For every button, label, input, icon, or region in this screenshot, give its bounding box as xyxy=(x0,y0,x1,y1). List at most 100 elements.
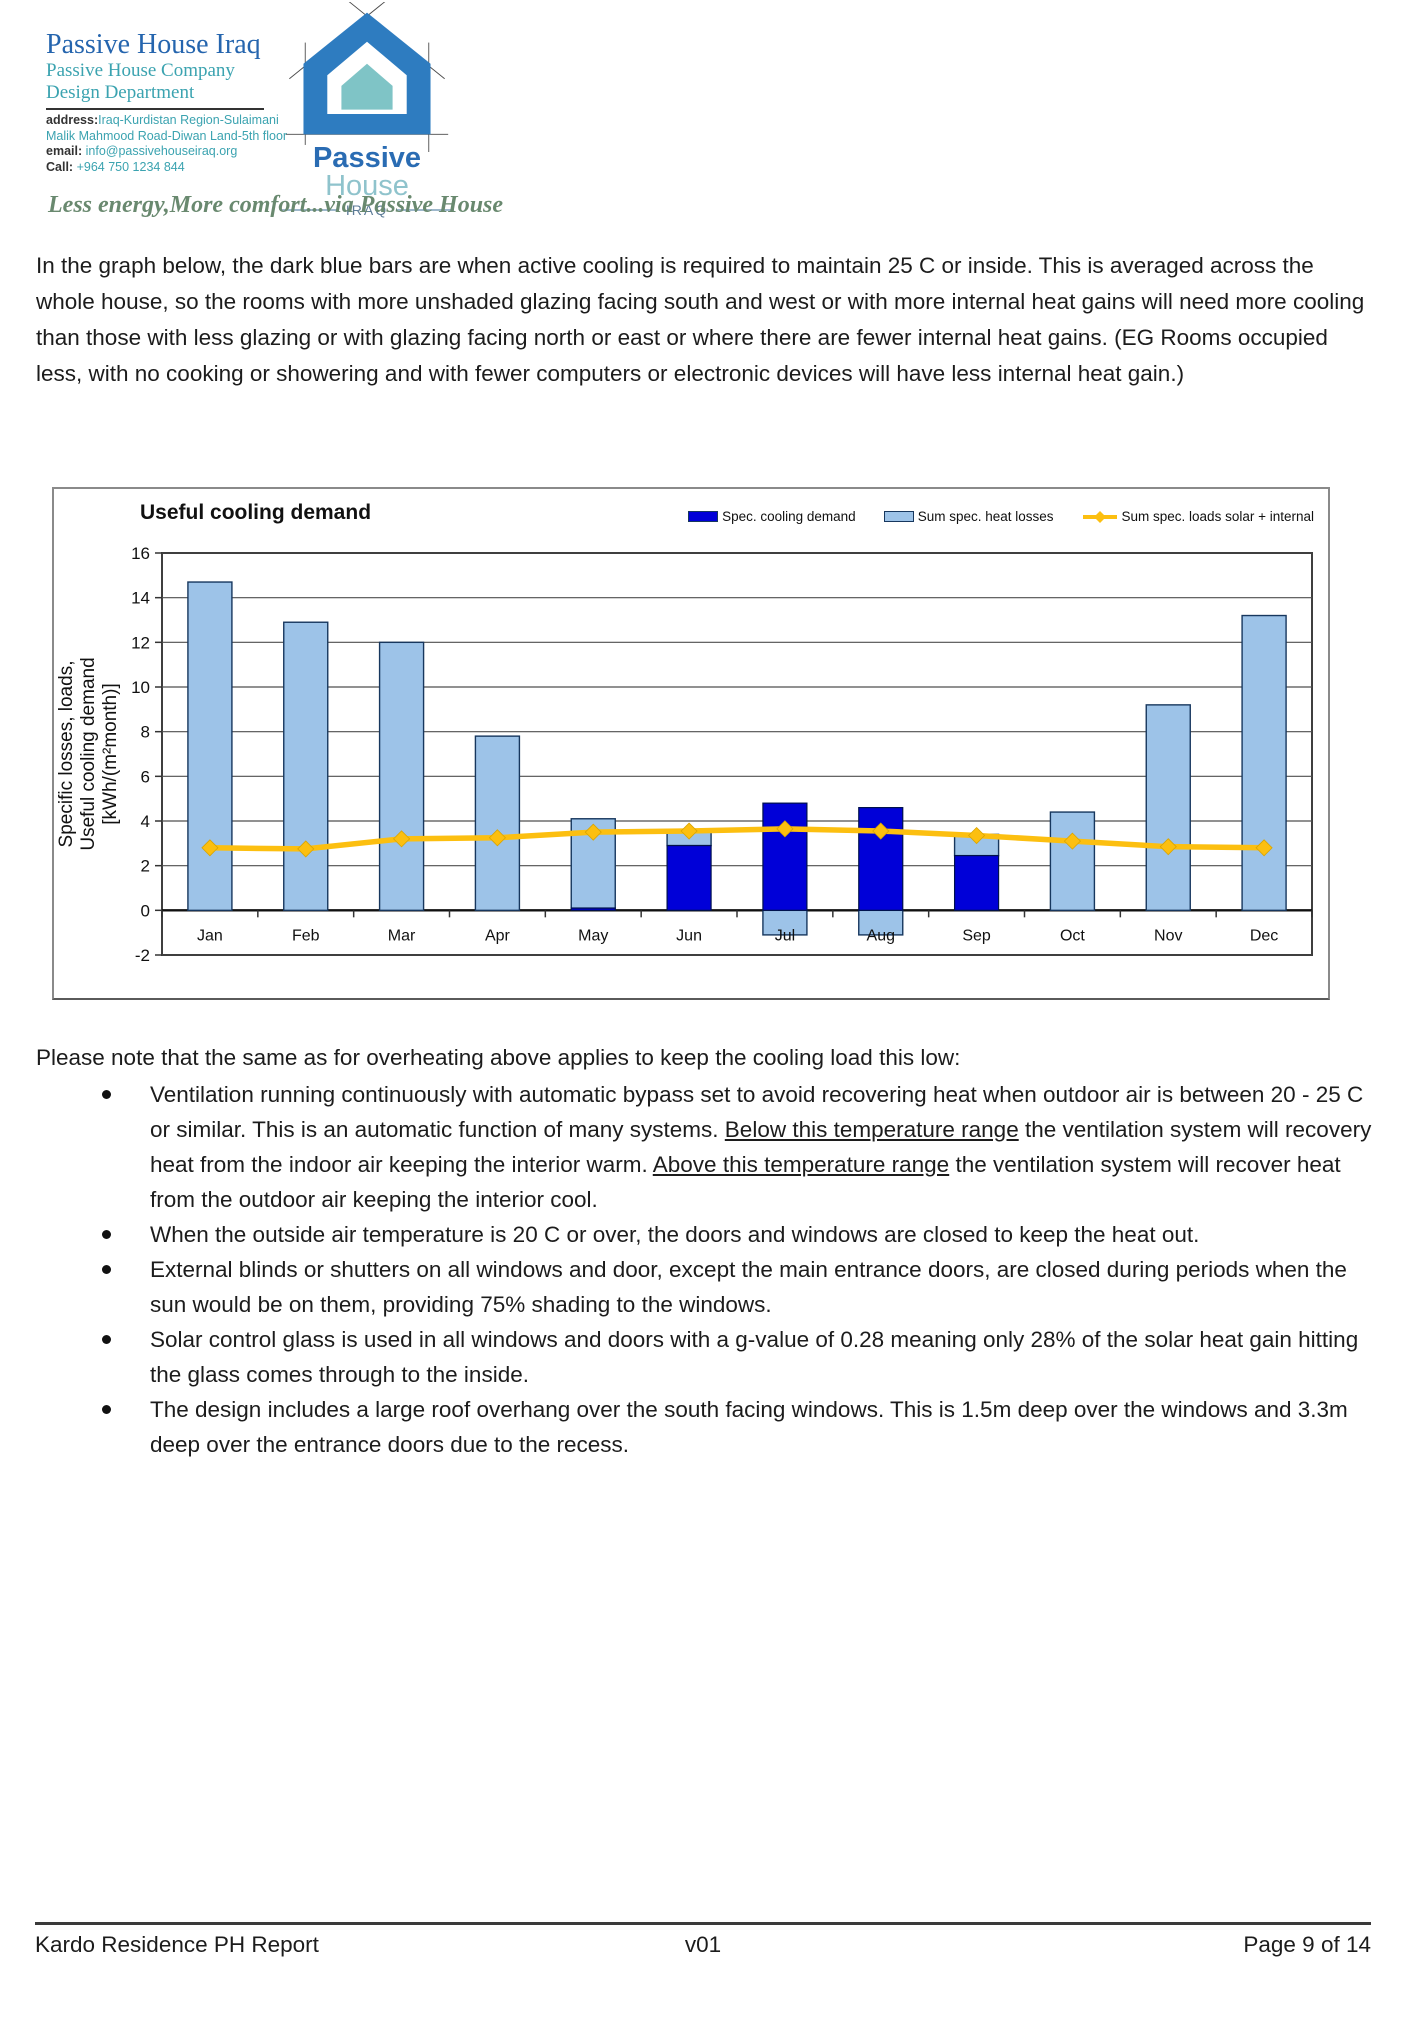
y-tick-label: 4 xyxy=(141,812,150,831)
cooling-demand-bar xyxy=(762,802,808,911)
line-marker xyxy=(488,829,506,847)
footer-report-title: Kardo Residence PH Report xyxy=(35,1932,319,1957)
logo-country: IRAQ xyxy=(345,202,389,218)
y-tick-label: 6 xyxy=(141,767,150,786)
company-contact-lines: address:Iraq-Kurdistan Region-Sulaimani … xyxy=(46,113,306,175)
bullet-item: The design includes a large roof overhan… xyxy=(36,1392,1376,1462)
line-marker xyxy=(393,830,411,848)
month-label: Jul xyxy=(775,927,795,944)
footer: Kardo Residence PH Report v01 Page 9 of … xyxy=(35,1932,1371,1958)
legend-item: Sum spec. heat losses xyxy=(883,509,1054,524)
underlined-text: Above this temperature range xyxy=(652,1152,950,1177)
bullet-text: the ventilation system will recovery hea… xyxy=(150,1117,1372,1177)
line-marker xyxy=(872,822,890,840)
logo-word-house: House xyxy=(325,170,409,202)
month-label: Oct xyxy=(1060,927,1085,944)
address-value: Iraq-Kurdistan Region-Sulaimani xyxy=(98,113,279,127)
logo-country-row: IRAQ xyxy=(272,202,462,218)
line-marker xyxy=(968,826,986,845)
company-title: Passive House Iraq xyxy=(46,29,261,60)
email-value: info@passivehouseiraq.org xyxy=(85,144,238,158)
line-marker xyxy=(680,822,698,840)
month-label: Jan xyxy=(197,927,223,944)
cooling-demand-bar xyxy=(953,855,1000,911)
bullet-text: the ventilation system will recover heat… xyxy=(150,1152,1341,1212)
line-marker xyxy=(201,839,219,857)
cooling-demand-chart-panel: 16 14 12 10 8 6 4 2 0 -2 Jan Feb Mar Apr May Jun Jul Aug S… xyxy=(52,487,1330,1000)
email-label: email: xyxy=(46,144,83,158)
y-tick-label: 2 xyxy=(141,857,150,876)
legend-bar-swatch-icon xyxy=(688,511,719,522)
notes-heading: Please note that the same as for overhea… xyxy=(36,1045,961,1070)
y-tick-label: 16 xyxy=(131,544,150,563)
month-label: Apr xyxy=(485,927,511,944)
month-label: Feb xyxy=(292,927,320,944)
month-label: Aug xyxy=(867,927,895,944)
cooling-demand-chart: 16 14 12 10 8 6 4 2 0 -2 Jan Feb Mar Apr May Jun Jul Aug S… xyxy=(56,544,1313,965)
bullet-item: When the outside air temperature is 20 C… xyxy=(36,1217,1376,1252)
bullet-text: Ventilation running continuously with au… xyxy=(150,1082,1364,1142)
footer-rule xyxy=(35,1922,1371,1925)
solar-internal-loads-line xyxy=(209,826,1265,852)
legend-item: Sum spec. loads solar + internal xyxy=(1082,509,1314,524)
heat-loss-bar xyxy=(187,581,233,912)
address-line-2: Malik Mahmood Road-Diwan Land-5th floor xyxy=(46,128,288,143)
line-marker xyxy=(1063,832,1081,850)
y-tick-label: 8 xyxy=(141,723,150,742)
notes-section: Please note that the same as for overhea… xyxy=(36,1040,1376,1462)
notes-bullet-list: Ventilation running continuously with au… xyxy=(36,1077,1376,1462)
line-marker xyxy=(584,823,602,841)
month-label: Sep xyxy=(962,927,991,944)
heat-loss-bar xyxy=(1049,811,1096,912)
company-info-block: Passive House Iraq Passive House Company… xyxy=(46,30,306,175)
intro-paragraph: In the graph below, the dark blue bars a… xyxy=(36,253,1365,386)
bullet-text: The design includes a large roof overhan… xyxy=(150,1397,1348,1457)
bullet-item: Solar control glass is used in all windo… xyxy=(36,1322,1376,1392)
bullet-text: External blinds or shutters on all windo… xyxy=(150,1257,1347,1317)
footer-version: v01 xyxy=(684,1932,722,1957)
month-label: Mar xyxy=(388,927,416,944)
month-label: Jun xyxy=(676,927,702,944)
address-label: address: xyxy=(46,113,99,127)
legend-bar-swatch-icon xyxy=(883,511,914,522)
line-marker xyxy=(297,840,315,858)
heat-loss-bar xyxy=(1145,704,1191,912)
company-tagline: Less energy,More comfort...via Passive H… xyxy=(48,192,504,218)
month-label: Nov xyxy=(1154,927,1182,944)
call-value: +964 750 1234 844 xyxy=(76,159,185,174)
cooling-demand-bar xyxy=(570,907,616,911)
bullet-item: External blinds or shutters on all windo… xyxy=(36,1252,1376,1322)
y-tick-label: 0 xyxy=(141,901,150,920)
legend-label: Spec. cooling demand xyxy=(722,509,856,524)
y-axis-title: [kWh/(m²month)] xyxy=(100,683,121,824)
plot-border xyxy=(161,552,1313,956)
logo-rule-right xyxy=(396,209,455,211)
line-marker xyxy=(1255,839,1273,857)
month-label: Dec xyxy=(1250,927,1278,944)
legend-label: Sum spec. loads solar + internal xyxy=(1121,509,1314,524)
y-tick-label: 10 xyxy=(131,678,150,697)
logo-wordmark: Passive House xyxy=(272,142,462,202)
company-logo-block: Passive House IRAQ xyxy=(272,2,462,218)
underlined-text: Below this temperature range xyxy=(724,1117,1019,1142)
chart-title: Useful cooling demand xyxy=(140,501,372,524)
company-subtitle-2: Design Department xyxy=(46,82,195,103)
email-line: email: info@passivehouseiraq.org xyxy=(46,144,306,160)
call-label: Call: xyxy=(46,159,74,174)
heat-loss-bar xyxy=(378,641,425,912)
line-marker xyxy=(1159,838,1177,856)
address-line-1: address:Iraq-Kurdistan Region-Sulaimani xyxy=(46,113,306,129)
y-tick-label: 12 xyxy=(131,633,150,652)
line-marker xyxy=(776,820,794,838)
y-axis-title: Useful cooling demand xyxy=(78,657,99,850)
month-label: May xyxy=(578,927,608,944)
logo-word-passive: Passive xyxy=(312,142,422,174)
logo-rule-left xyxy=(279,209,338,211)
chart-legend: Spec. cooling demand Sum spec. heat losse… xyxy=(688,509,1314,524)
passive-house-logo-icon xyxy=(285,2,449,152)
heat-loss-bar xyxy=(1241,614,1287,912)
legend-line-swatch-icon xyxy=(1082,510,1117,523)
header-divider xyxy=(46,108,264,110)
heat-loss-bar xyxy=(283,621,329,912)
